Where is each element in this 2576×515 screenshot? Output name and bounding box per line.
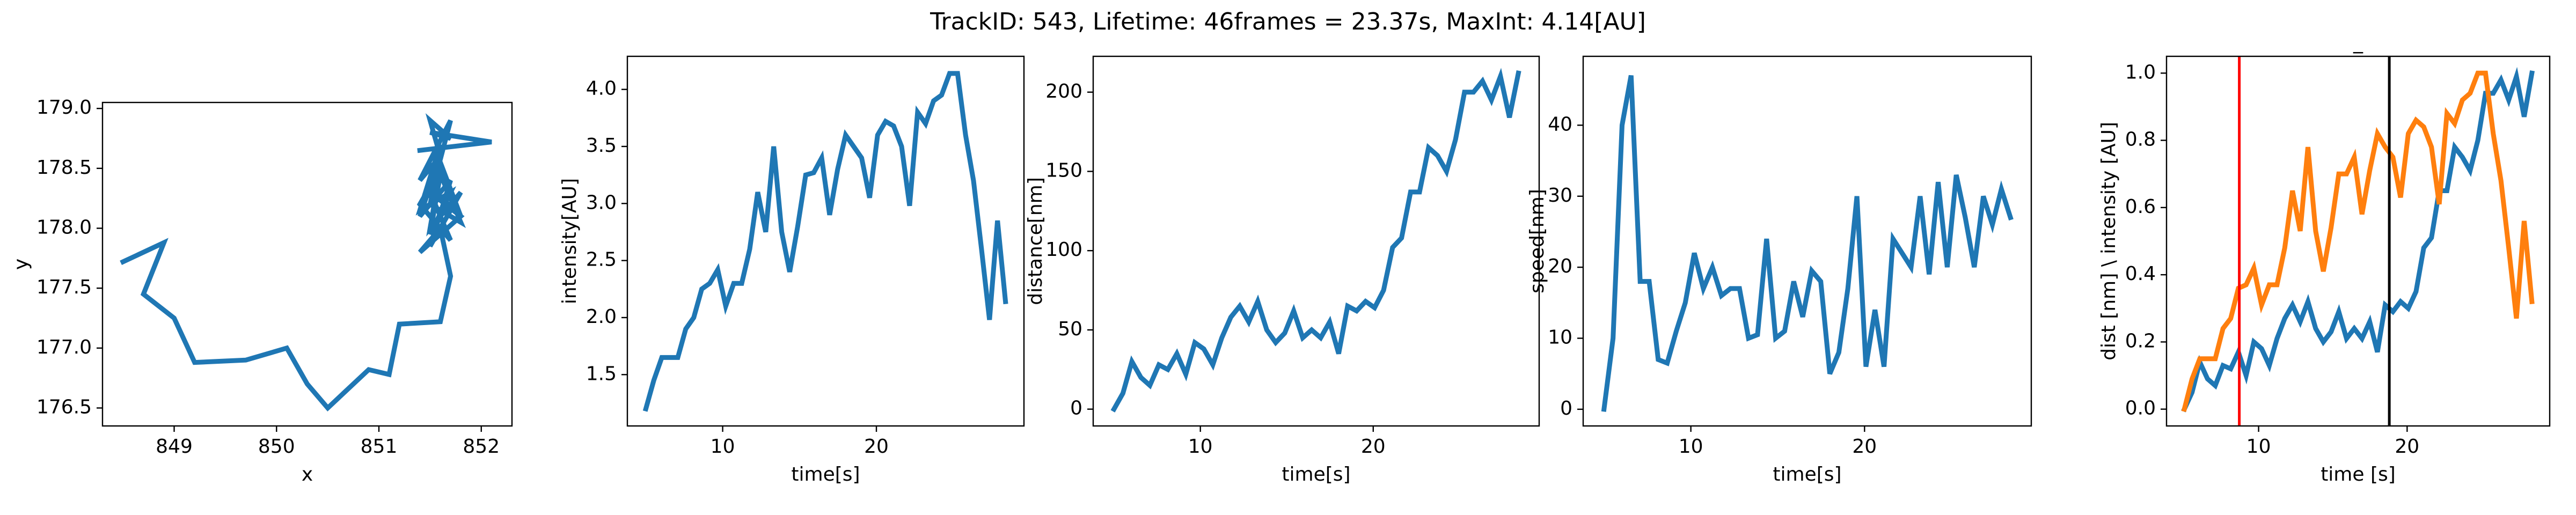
subplot: 10 20 1.5 2.0 2.5 3.0 3.5 4.0 time[s] intensity[A… xyxy=(559,55,1025,485)
data-line xyxy=(2181,67,2535,413)
y-tick-label: 0 xyxy=(1560,398,1572,420)
y-tick-label: 150 xyxy=(1045,160,1082,182)
x-tick-label: 10 xyxy=(711,436,735,458)
y-tick-label: 177.0 xyxy=(36,336,92,358)
y-tick-label: 4.0 xyxy=(586,78,617,100)
y-tick-label: 0.2 xyxy=(2125,330,2156,352)
y-tick-label: 2.5 xyxy=(586,249,617,271)
y-tick-label: 50 xyxy=(1058,318,1082,340)
data-line xyxy=(1601,75,2014,412)
data-line xyxy=(2181,70,2535,413)
subplot: 10 20 0.0 0.2 0.4 0.6 0.8 1.0 time [s] dist [nm] … xyxy=(2098,32,2551,485)
x-axis-label: time[s] xyxy=(1773,464,1841,485)
subplot-title: _ xyxy=(2353,32,2363,54)
y-tick-label: 0 xyxy=(1070,398,1082,420)
y-tick-label: 200 xyxy=(1045,80,1082,102)
x-axis-label: time[s] xyxy=(791,464,860,485)
axes-frame xyxy=(101,101,513,427)
axes-frame xyxy=(2165,55,2551,427)
y-tick-label: 0.0 xyxy=(2125,398,2156,420)
data-line xyxy=(1110,68,1521,413)
y-tick-label: 176.5 xyxy=(36,396,92,418)
x-tick-label: 10 xyxy=(1188,436,1213,458)
y-tick-label: 2.0 xyxy=(586,306,617,328)
x-tick-label: 20 xyxy=(864,436,889,458)
x-axis-label: time[s] xyxy=(1282,464,1350,485)
y-tick-label: 1.0 xyxy=(2125,61,2156,83)
y-axis-label: dist [nm] \ intensity [AU] xyxy=(2098,122,2120,360)
y-tick-label: 10 xyxy=(1548,327,1572,349)
y-axis-label: speed[nm] xyxy=(1526,189,1548,293)
y-tick-label: 179.0 xyxy=(36,97,92,119)
y-tick-label: 20 xyxy=(1548,255,1572,277)
y-tick-label: 0.4 xyxy=(2125,263,2156,285)
subplot: 10 20 0 10 20 30 40 time[s] speed[nm] xyxy=(1526,55,2032,485)
x-tick-label: 850 xyxy=(258,436,295,458)
y-tick-label: 0.6 xyxy=(2125,196,2156,218)
x-tick-label: 849 xyxy=(156,436,193,458)
x-tick-label: 20 xyxy=(2395,436,2419,458)
x-tick-label: 852 xyxy=(463,436,500,458)
y-tick-label: 30 xyxy=(1548,185,1572,207)
data-line xyxy=(642,71,1008,412)
y-tick-label: 177.5 xyxy=(36,276,92,298)
axes-frame xyxy=(1092,55,1540,427)
x-axis-label: time [s] xyxy=(2321,464,2396,485)
y-axis-label: distance[nm] xyxy=(1024,177,1046,305)
y-tick-label: 178.0 xyxy=(36,217,92,239)
y-tick-label: 3.0 xyxy=(586,192,617,214)
y-tick-label: 178.5 xyxy=(36,157,92,179)
x-tick-label: 20 xyxy=(1852,436,1877,458)
data-line xyxy=(120,113,492,412)
figure-title: TrackID: 543, Lifetime: 46frames = 23.37… xyxy=(930,8,1646,35)
axes-frame xyxy=(1582,55,2032,427)
y-tick-label: 40 xyxy=(1548,113,1572,135)
y-axis-label: intensity[AU] xyxy=(559,178,581,304)
y-axis-label: y xyxy=(10,259,32,270)
y-tick-label: 1.5 xyxy=(586,363,617,385)
x-tick-label: 10 xyxy=(1679,436,1703,458)
subplot: 849 850 851 852 176.5 177.0 177.5 178.0 178.5 179… xyxy=(10,97,513,485)
y-tick-label: 100 xyxy=(1045,239,1082,261)
x-tick-label: 851 xyxy=(361,436,398,458)
axes-frame xyxy=(626,55,1025,427)
x-tick-label: 20 xyxy=(1361,436,1386,458)
x-tick-label: 10 xyxy=(2246,436,2271,458)
y-tick-label: 3.5 xyxy=(586,135,617,157)
x-axis-label: x xyxy=(302,464,313,485)
y-tick-label: 0.8 xyxy=(2125,129,2156,151)
